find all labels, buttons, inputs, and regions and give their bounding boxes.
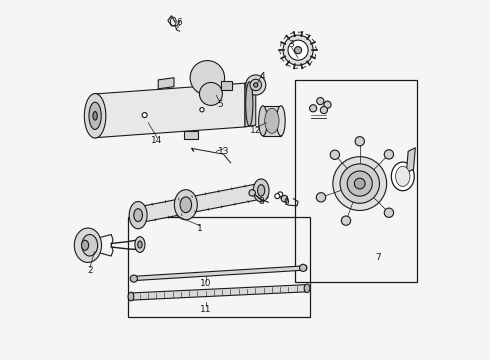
Ellipse shape [129,202,147,229]
Ellipse shape [84,94,106,138]
Ellipse shape [330,150,340,159]
Ellipse shape [259,106,267,136]
Ellipse shape [249,190,255,196]
Ellipse shape [355,136,365,146]
Ellipse shape [354,178,365,189]
Polygon shape [221,81,232,90]
Ellipse shape [134,209,143,222]
Polygon shape [131,266,307,281]
Ellipse shape [81,240,89,250]
Ellipse shape [128,292,134,301]
Ellipse shape [347,171,372,196]
Ellipse shape [93,112,97,120]
Ellipse shape [317,98,324,105]
Text: 12: 12 [250,126,262,135]
Text: 14: 14 [151,136,163,145]
Polygon shape [245,81,256,127]
Ellipse shape [340,164,379,203]
Ellipse shape [278,192,283,197]
Ellipse shape [250,79,262,91]
Ellipse shape [294,46,302,54]
Ellipse shape [333,157,387,211]
Text: 9: 9 [283,198,289,207]
Ellipse shape [82,234,98,256]
Polygon shape [184,131,198,139]
Bar [128,217,310,317]
Text: 5: 5 [217,100,223,109]
Ellipse shape [310,105,317,112]
Ellipse shape [254,83,258,87]
Ellipse shape [276,106,285,136]
Polygon shape [132,182,268,224]
Text: 4: 4 [259,72,265,81]
Ellipse shape [245,75,266,95]
Ellipse shape [265,108,279,134]
Polygon shape [131,285,305,300]
Ellipse shape [283,35,313,65]
Ellipse shape [320,107,327,114]
Text: 10: 10 [200,279,211,288]
Text: 13: 13 [218,147,229,156]
Text: 2: 2 [87,266,93,275]
Polygon shape [406,148,416,173]
Ellipse shape [142,113,147,118]
Ellipse shape [395,166,410,186]
Text: 8: 8 [258,197,264,206]
Ellipse shape [258,185,265,196]
Text: 11: 11 [200,305,211,314]
Ellipse shape [174,190,197,220]
Ellipse shape [342,216,351,225]
Ellipse shape [275,194,280,199]
Text: 1: 1 [197,224,203,233]
Bar [295,80,417,282]
Ellipse shape [317,193,326,202]
Ellipse shape [190,60,224,95]
Polygon shape [158,78,174,89]
Ellipse shape [200,108,204,112]
Ellipse shape [245,82,253,126]
Ellipse shape [281,195,288,202]
Ellipse shape [288,40,308,60]
Text: 3: 3 [289,40,294,49]
Ellipse shape [392,162,414,191]
Text: 7: 7 [375,253,381,262]
Ellipse shape [138,241,142,248]
Ellipse shape [180,197,192,213]
Ellipse shape [324,101,331,108]
Ellipse shape [74,228,101,262]
Ellipse shape [89,102,101,130]
Polygon shape [95,83,245,138]
Ellipse shape [253,179,269,202]
Ellipse shape [304,284,310,293]
Ellipse shape [135,237,145,252]
Polygon shape [263,106,281,136]
Ellipse shape [384,208,393,217]
Ellipse shape [299,264,307,271]
Ellipse shape [384,150,393,159]
Text: 6: 6 [177,18,183,27]
Ellipse shape [130,275,137,282]
Ellipse shape [199,82,222,105]
